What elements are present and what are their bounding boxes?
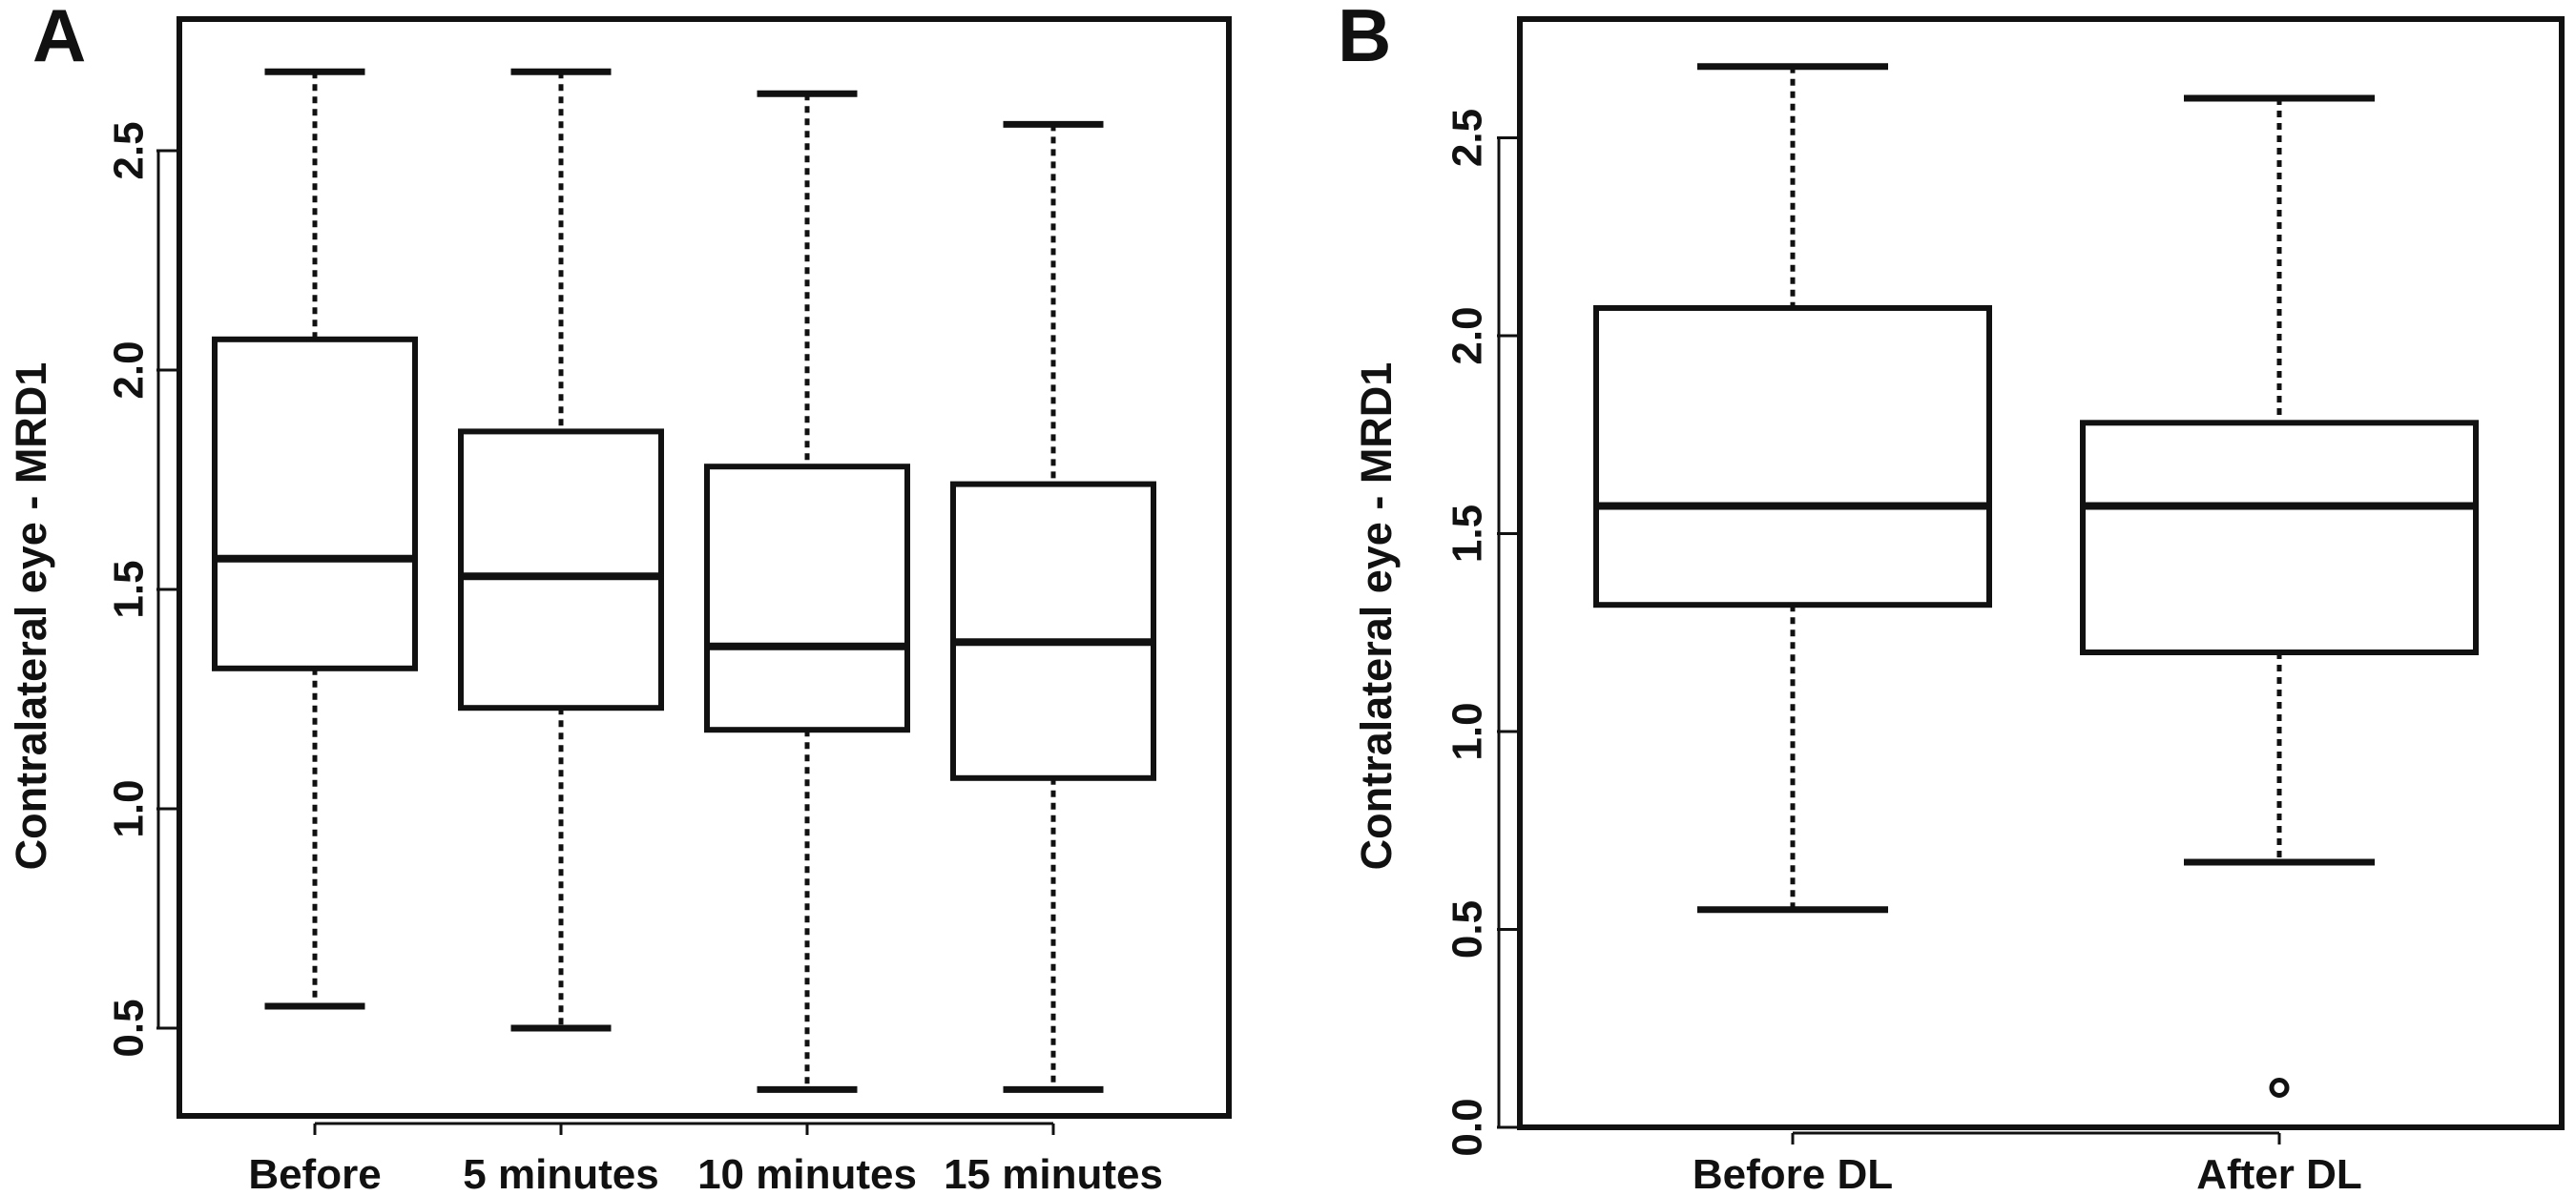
panel-b-y-tick-label: 1.0 <box>1444 702 1491 760</box>
panel-b: B Contralateral eye - MRD1 0.0 0.5 1.0 1.5 2… <box>1338 0 2565 1196</box>
panel-b-x-tick-label: Before DL <box>1693 1151 1893 1196</box>
panel-b-y-tick-label: 0.0 <box>1444 1098 1491 1156</box>
panel-a-plot-frame <box>177 16 1232 1119</box>
panel-a-y-axis-label: Contralateral eye - MRD1 <box>7 362 55 871</box>
panel-a-x-tick-label: Before <box>248 1151 381 1196</box>
panel-a-box-2 <box>458 428 664 711</box>
panel-a-x-tick-label: 15 minutes <box>944 1151 1163 1196</box>
panel-b-y-tick-label: 1.5 <box>1444 505 1491 563</box>
panel-a-box-3 <box>704 464 910 733</box>
panel-b-y-tick-label: 2.5 <box>1444 109 1491 167</box>
panel-a-y-tick-label: 1.5 <box>106 560 153 618</box>
panel-b-y-tick-label: 2.0 <box>1444 306 1491 364</box>
panel-a-y-tick-label: 2.5 <box>106 121 153 179</box>
panel-b-box-2-outlier-1 <box>2269 1078 2290 1098</box>
panel-a-y-tick-label: 2.0 <box>106 340 153 399</box>
panel-b-x-tick-label: After DL <box>2196 1151 2362 1196</box>
panel-a-letter: A <box>32 0 86 77</box>
panel-a-y-tick-label: 1.0 <box>106 779 153 837</box>
panel-b-letter: B <box>1338 0 1391 77</box>
panel-a-x-tick-label: 10 minutes <box>697 1151 917 1196</box>
panel-a-y-tick-label: 0.5 <box>106 999 153 1057</box>
panel-b-plot-frame <box>1517 16 2565 1130</box>
panel-a: A Contralateral eye - MRD1 0.5 1.0 1.5 2.0 2… <box>7 0 1232 1196</box>
panel-b-box-1 <box>1593 304 1992 608</box>
panel-a-box-1 <box>212 336 418 671</box>
panel-b-box-2 <box>2080 420 2479 655</box>
panel-a-box-4 <box>950 481 1156 781</box>
panel-b-y-axis-label: Contralateral eye - MRD1 <box>1352 362 1401 871</box>
panel-a-x-tick-label: 5 minutes <box>463 1151 658 1196</box>
panel-b-y-tick-label: 0.5 <box>1444 900 1491 959</box>
